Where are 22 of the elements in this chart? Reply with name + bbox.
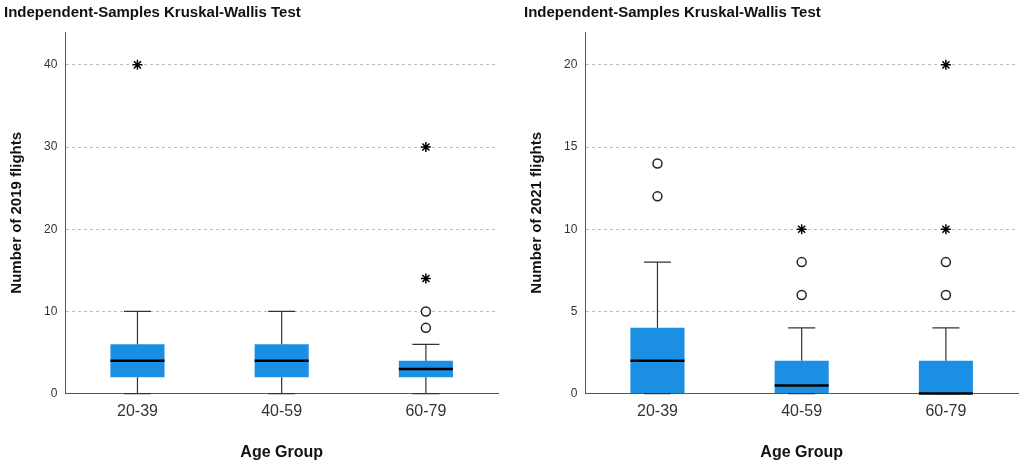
x-axis-title: Age Group [240, 442, 324, 460]
y-tick-label: 0 [50, 385, 58, 400]
x-tick-label: 60-79 [405, 401, 447, 419]
y-axis-title: Number of 2021 flights [527, 131, 545, 294]
y-tick-label: 20 [43, 221, 58, 236]
y-tick-label: 20 [563, 57, 578, 72]
y-tick-label: 30 [43, 139, 58, 154]
y-tick-label: 10 [43, 303, 58, 318]
y-axis-title: Number of 2019 flights [7, 131, 25, 294]
y-tick-label: 15 [563, 139, 578, 154]
x-tick-label: 40-59 [781, 401, 823, 419]
y-tick-label: 0 [570, 385, 578, 400]
x-axis-title: Age Group [760, 442, 844, 460]
x-tick-label: 40-59 [261, 401, 303, 419]
y-tick-label: 10 [563, 221, 578, 236]
x-tick-label: 60-79 [925, 401, 967, 419]
chart-title: Independent-Samples Kruskal-Wallis Test [4, 3, 301, 21]
x-tick-label: 20-39 [637, 401, 679, 419]
x-tick-label: 20-39 [117, 401, 159, 419]
y-tick-label: 5 [570, 303, 578, 318]
chart-title: Independent-Samples Kruskal-Wallis Test [524, 3, 821, 21]
y-tick-label: 40 [43, 57, 58, 72]
